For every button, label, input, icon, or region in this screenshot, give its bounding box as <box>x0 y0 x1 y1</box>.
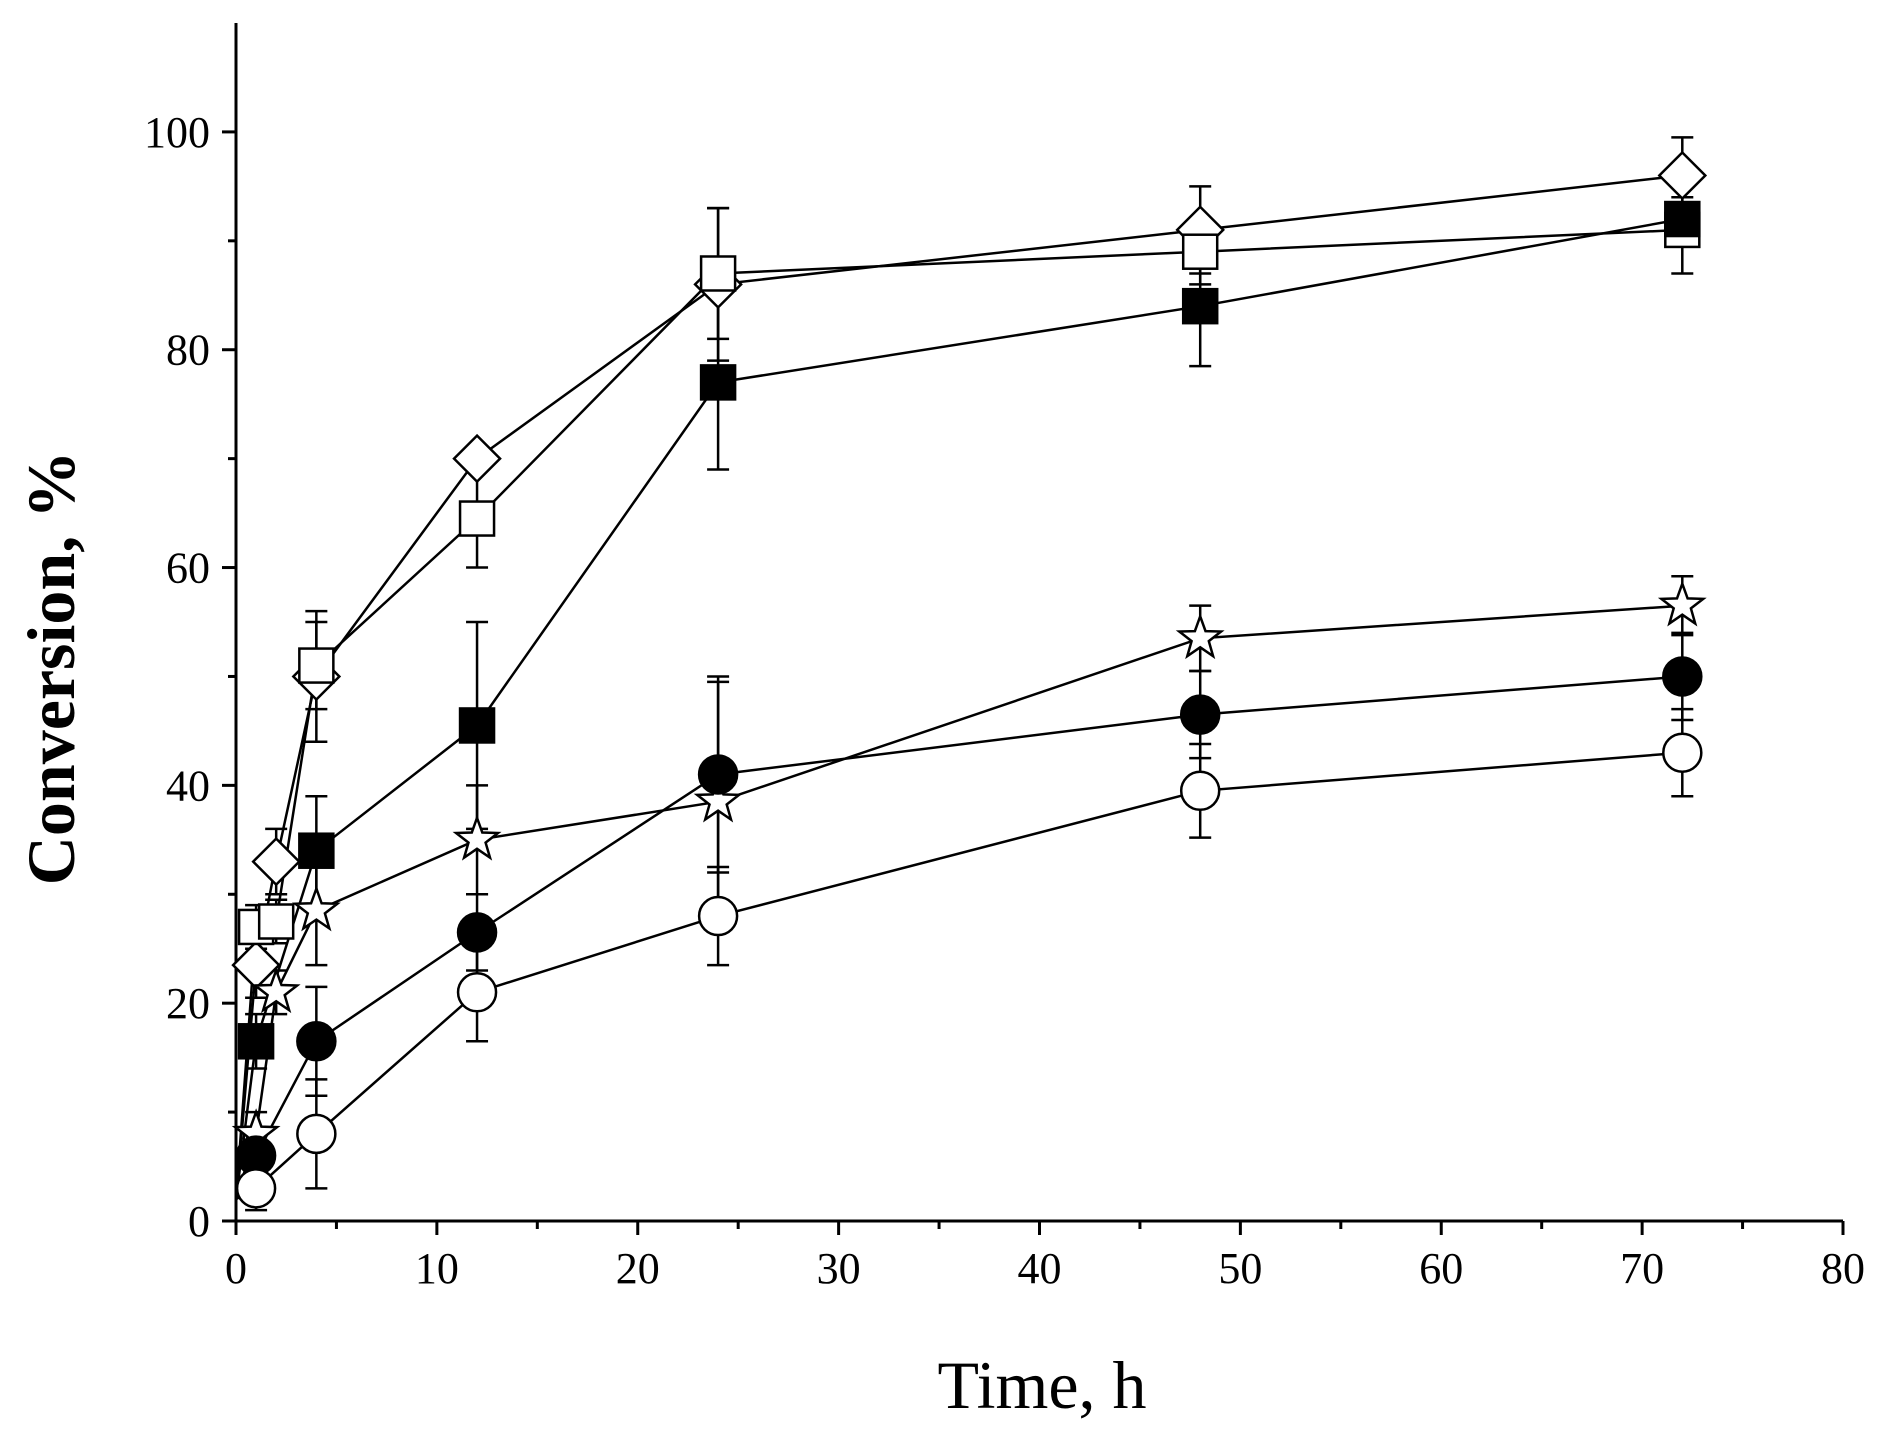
series-line-filled-square <box>234 217 1683 1200</box>
data-point-filled-square <box>1664 200 1701 238</box>
error-bars <box>245 136 1694 1212</box>
series-markers <box>231 150 1708 1209</box>
y-tick-label: 80 <box>166 326 210 375</box>
y-tick-label: 20 <box>166 979 210 1028</box>
series-lines <box>234 174 1683 1201</box>
x-axis-label: Time, h <box>937 1347 1146 1423</box>
data-point-filled-circle <box>296 1021 337 1062</box>
data-point-filled-circle <box>697 754 739 795</box>
data-point-open-square <box>257 903 295 940</box>
x-tick-label: 30 <box>817 1244 861 1293</box>
y-tick-label: 100 <box>144 108 210 157</box>
data-point-open-star <box>251 966 301 1014</box>
data-point-filled-square <box>1181 287 1219 325</box>
y-axis-label: Conversion, % <box>13 451 89 885</box>
data-point-open-star <box>291 884 341 932</box>
data-point-filled-square <box>458 707 496 744</box>
x-tick-label: 80 <box>1821 1244 1865 1293</box>
x-tick-label: 60 <box>1419 1244 1463 1293</box>
data-point-open-circle <box>1179 770 1221 812</box>
axes: 0 10 20 30 40 50 60 70 80 0 20 40 60 80 100 <box>144 23 1865 1293</box>
x-tick-label: 0 <box>225 1244 247 1293</box>
data-point-open-star <box>452 814 502 861</box>
data-point-open-square <box>458 500 496 537</box>
y-tick-label: 40 <box>166 761 210 810</box>
data-point-open-circle <box>1662 732 1703 773</box>
data-point-filled-square <box>699 364 737 401</box>
data-point-filled-square <box>298 832 335 869</box>
data-point-open-square <box>298 647 335 684</box>
series-line-open-diamond <box>234 174 1683 1200</box>
data-point-open-square <box>699 255 737 292</box>
data-point-open-circle <box>296 1113 337 1155</box>
x-tick-label: 50 <box>1218 1244 1262 1293</box>
data-point-filled-circle <box>1179 694 1221 735</box>
series-line-open-star <box>234 604 1683 1200</box>
data-point-open-star <box>693 776 743 823</box>
data-point-open-circle <box>456 972 498 1013</box>
data-point-open-diamond <box>231 940 281 990</box>
data-point-filled-square <box>237 1023 275 1060</box>
x-tick-label: 20 <box>616 1244 660 1293</box>
y-tick-label: 60 <box>166 544 210 593</box>
series-line-filled-circle <box>234 675 1683 1200</box>
data-point-open-diamond <box>452 433 502 484</box>
data-point-open-star <box>1175 612 1225 660</box>
data-point-open-circle <box>235 1168 277 1209</box>
series-line-open-circle <box>235 751 1683 1201</box>
axis-labels: Time, h Conversion, % <box>13 451 1147 1423</box>
series-line-open-square <box>234 228 1683 1200</box>
y-tick-label: 0 <box>188 1197 210 1246</box>
data-point-open-diamond <box>251 836 301 887</box>
x-tick-label: 10 <box>415 1244 459 1293</box>
data-point-open-diamond <box>1657 150 1708 201</box>
data-point-open-square <box>1181 233 1219 270</box>
data-point-filled-circle <box>1662 656 1703 697</box>
x-tick-label: 70 <box>1620 1244 1664 1293</box>
data-point-open-star <box>1657 580 1707 627</box>
data-point-filled-circle <box>456 912 498 953</box>
data-point-open-circle <box>697 895 739 937</box>
x-tick-label: 40 <box>1018 1244 1062 1293</box>
